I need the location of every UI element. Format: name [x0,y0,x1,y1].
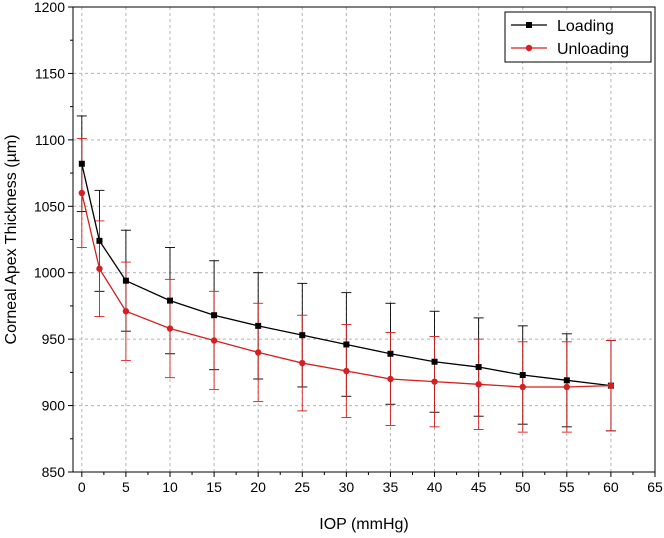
x-tick-label: 45 [471,479,487,495]
grid [73,6,656,473]
unloading-point [299,359,306,367]
x-tick-label: 15 [206,479,222,495]
x-tick-label: 30 [339,479,355,495]
unloading-point [607,382,615,389]
x-tick-label: 25 [294,479,310,495]
unloading-point [210,337,218,344]
loading-point [78,160,85,167]
loading-point [211,312,218,319]
y-tick-label: 1050 [34,198,65,214]
x-tick-label: 5 [122,479,130,495]
unloading-line [81,192,611,388]
loading-point [343,341,350,348]
loading-point [122,277,129,284]
loading-point [563,377,570,384]
tick-labels: 0 5 10 15 20 25 30 35 40 45 50 55 60 65 850 900 950 1000 1… [34,0,663,495]
legend: Loading Unloading [504,11,652,63]
unloading-point [475,381,482,388]
unloading-point [96,265,103,272]
legend-box [504,11,652,63]
x-tick-label: 60 [603,479,619,495]
x-tick-label: 10 [162,479,178,495]
y-tick-label: 1000 [34,265,65,281]
unloading-point [254,349,262,356]
legend-loading-label: Loading [557,18,614,35]
x-tick-label: 50 [515,479,531,495]
series-markers [78,160,615,391]
loading-point [255,322,262,329]
y-tick-label: 850 [42,464,66,480]
y-tick-label: 1100 [35,132,65,148]
x-tick-label: 40 [427,479,443,495]
series-lines [81,163,611,388]
loading-point [299,332,306,339]
x-tick-label: 35 [383,479,399,495]
loading-point [431,358,438,365]
unloading-point [519,383,526,391]
y-axis-title: Corneal Apex Thickness (µm) [3,135,20,345]
unloading-point [387,375,394,383]
legend-unloading-marker [525,44,533,52]
unloading-point [343,367,350,375]
loading-line [81,163,611,387]
unloading-point [166,325,174,332]
y-tick-label: 900 [42,398,66,414]
y-tick-label: 950 [42,331,66,347]
y-tick-label: 1200 [34,0,65,15]
legend-unloading-label: Unloading [557,41,629,58]
unloading-point [78,189,86,197]
legend-loading-marker [526,22,532,28]
loading-point [96,237,103,244]
unloading-point [431,378,438,385]
x-tick-label: 20 [250,479,266,495]
unloading-point [122,308,130,315]
x-axis-title: IOP (mmHg) [319,516,408,533]
y-tick-label: 1150 [35,65,65,81]
x-tick-label: 0 [78,479,86,495]
x-tick-label: 55 [559,479,575,495]
plot-frame [72,6,656,473]
axis-ticks [68,6,656,477]
loading-point [475,364,482,371]
loading-point [519,372,526,379]
unloading-point [563,383,571,391]
loading-point [387,350,394,357]
loading-point [167,297,173,304]
x-tick-label: 65 [647,479,663,495]
